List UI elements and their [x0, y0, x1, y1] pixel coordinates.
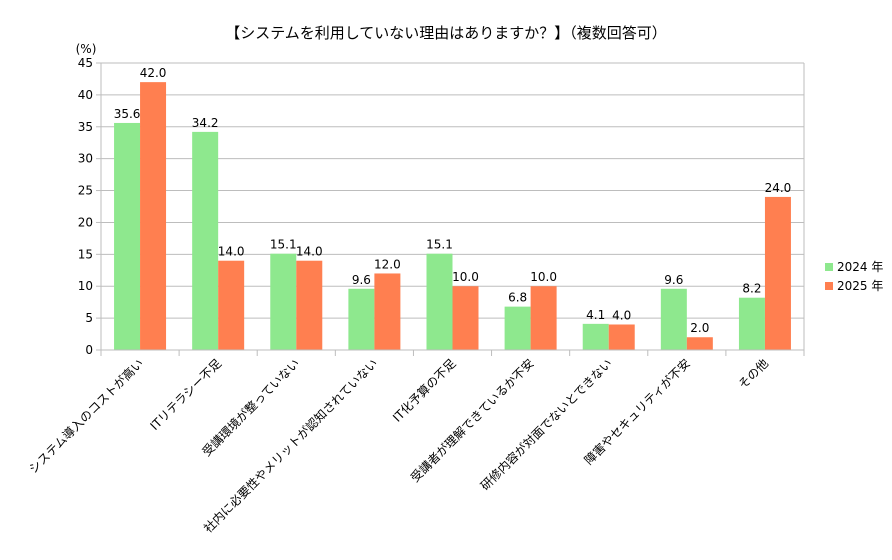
data-label: 34.2 — [192, 116, 219, 130]
bar-2025 — [608, 324, 635, 350]
y-tick-label: 45 — [78, 56, 93, 70]
y-tick-label: 30 — [78, 152, 93, 166]
y-axis-ticks: 0 5 10 15 20 25 30 35 40 45 — [78, 56, 101, 357]
data-label: 6.8 — [508, 291, 527, 305]
chart-title: 【システムを利用していない理由はありますか？】（複数回答可） — [225, 24, 667, 42]
data-label: 35.6 — [114, 107, 141, 121]
y-tick-label: 10 — [78, 279, 93, 293]
data-label: 12.0 — [374, 257, 401, 271]
data-label: 4.1 — [586, 308, 605, 322]
data-label: 15.1 — [270, 238, 297, 252]
bar-2025 — [218, 260, 245, 350]
data-label: 14.0 — [296, 245, 323, 259]
data-label: 10.0 — [530, 270, 557, 284]
data-label: 10.0 — [452, 270, 479, 284]
bar-2024 — [192, 131, 219, 350]
bar-2024 — [504, 306, 531, 350]
data-label: 8.2 — [742, 282, 761, 296]
bar-2025 — [452, 286, 479, 350]
y-tick-label: 35 — [78, 120, 93, 134]
legend-swatch — [825, 282, 833, 290]
y-tick-label: 0 — [85, 343, 93, 357]
data-label: 42.0 — [140, 66, 167, 80]
y-tick-label: 5 — [85, 311, 93, 325]
bar-2025 — [530, 286, 557, 350]
bar-2024 — [660, 288, 687, 350]
bar-2025 — [764, 196, 791, 350]
data-label: 24.0 — [765, 181, 792, 195]
category-labels: システム導入のコストが高い ITリテラシー不足受講環境が整っていない社内に必要性や… — [26, 356, 772, 536]
data-label: 14.0 — [218, 245, 245, 259]
axes — [100, 63, 805, 356]
y-tick-label: 25 — [78, 184, 93, 198]
y-tick-label: 15 — [78, 247, 93, 261]
bar-2024 — [738, 297, 765, 350]
data-label: 9.6 — [664, 273, 683, 287]
category-label: IT化予算の不足 — [389, 356, 458, 425]
bars — [114, 82, 791, 350]
category-label: その他 — [736, 356, 771, 391]
category-label: 研修内容が対面でないとできない — [477, 356, 615, 494]
bar-2024 — [426, 253, 453, 350]
legend: 2024 年 2025 年 — [825, 260, 883, 293]
category-label: 受講者が理解できているか不安 — [407, 356, 536, 485]
bar-2025 — [374, 273, 401, 350]
data-label: 2.0 — [690, 321, 709, 335]
y-axis-unit: (%) — [76, 42, 97, 56]
bar-2024 — [348, 288, 375, 350]
bar-2025 — [686, 337, 713, 350]
category-label: システム導入のコストが高い — [26, 356, 147, 477]
bar-2024 — [582, 323, 609, 350]
data-label: 4.0 — [612, 308, 631, 322]
bar-2025 — [140, 82, 167, 350]
bar-2025 — [296, 260, 323, 350]
data-labels: 35.6 34.2 15.1 9.6 15.1 6.8 4.1 9.6 8.2 42.0 14.0 1… — [114, 66, 792, 335]
category-label: ITリテラシー不足 — [147, 356, 224, 433]
y-tick-label: 40 — [78, 88, 93, 102]
legend-label: 2025 年 — [837, 279, 883, 293]
data-label: 9.6 — [352, 273, 371, 287]
data-label: 15.1 — [426, 238, 453, 252]
legend-label: 2024 年 — [837, 260, 883, 274]
legend-swatch — [825, 263, 833, 271]
y-tick-label: 20 — [78, 215, 93, 229]
bar-2024 — [114, 122, 141, 350]
bar-2024 — [270, 253, 297, 350]
category-label: 社内に必要性やメリットが認知されていない — [200, 356, 380, 536]
